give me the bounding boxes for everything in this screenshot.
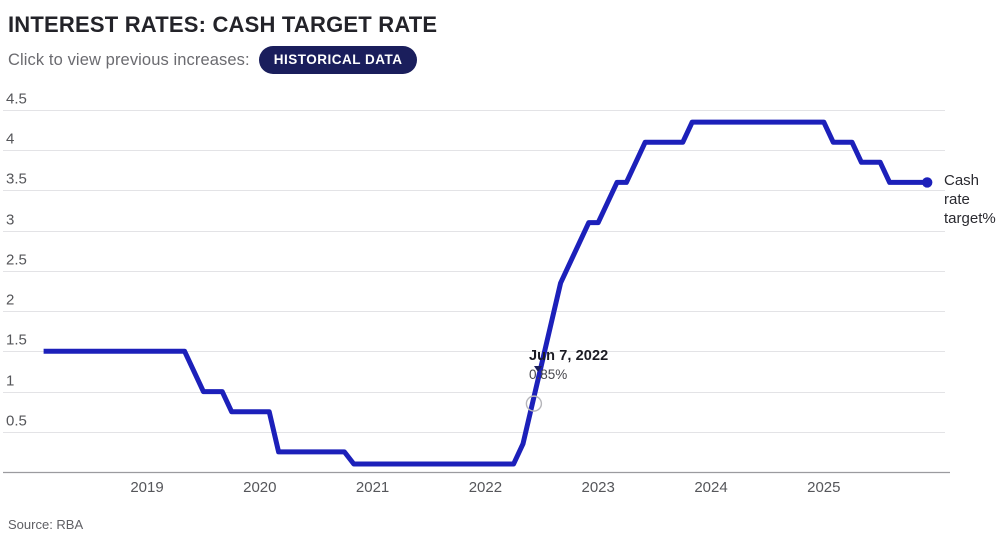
- x-axis-tick-label: 2025: [807, 479, 840, 496]
- annotation-jun-2022: Jun 7, 2022 0.85%: [529, 348, 639, 382]
- x-axis-tick-label: 2019: [130, 479, 163, 496]
- y-axis-tick-label: 0.5: [6, 413, 27, 430]
- page-title: INTEREST RATES: CASH TARGET RATE: [8, 12, 438, 37]
- x-axis-tick-label: 2021: [356, 479, 389, 496]
- annotation-ring-marker: [525, 395, 543, 412]
- subtitle-row: Click to view previous increases: HISTOR…: [8, 45, 418, 75]
- x-axis-tick-label: 2024: [694, 479, 727, 496]
- source-note: Source: RBA: [8, 517, 84, 532]
- y-axis-tick-label: 1: [6, 373, 14, 390]
- subtitle-text: Click to view previous increases:: [8, 50, 250, 69]
- x-axis-tick-label: 2022: [469, 479, 502, 496]
- y-axis-tick-label: 2.5: [6, 252, 27, 269]
- annotation-pointer-icon: [534, 366, 542, 372]
- x-axis-tick-label: 2020: [243, 479, 276, 496]
- y-axis-tick-label: 4: [6, 131, 14, 148]
- series-legend-label: Cash rate target%: [944, 172, 996, 227]
- cash-rate-line[interactable]: [43, 119, 928, 467]
- line-end-dot: [922, 177, 933, 188]
- y-axis-tick-label: 1.5: [6, 332, 27, 349]
- annotation-date: Jun 7, 2022: [529, 348, 609, 364]
- y-axis-tick-label: 2: [6, 292, 14, 309]
- x-axis-tick-label: 2023: [582, 479, 615, 496]
- y-axis-tick-label: 3.5: [6, 171, 27, 188]
- y-axis-tick-label: 4.5: [6, 91, 27, 108]
- historical-data-button[interactable]: HISTORICAL DATA: [258, 46, 418, 74]
- y-axis-tick-label: 3: [6, 212, 14, 229]
- annotation-value: 0.85%: [529, 367, 568, 382]
